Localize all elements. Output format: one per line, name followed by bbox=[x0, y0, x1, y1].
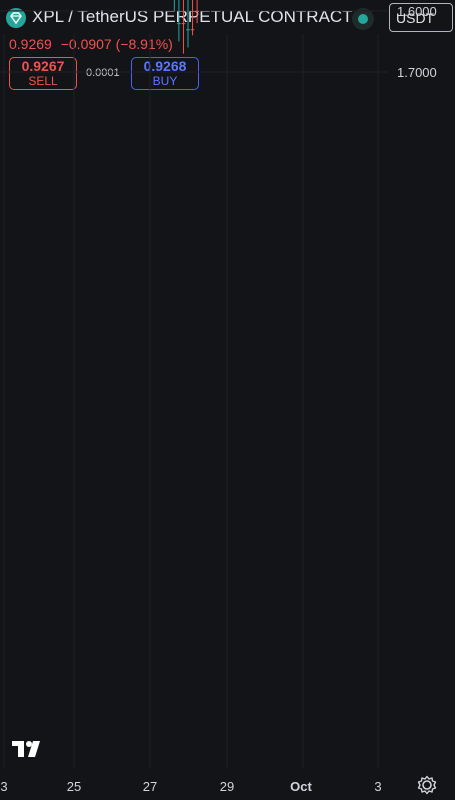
time-tick-label: 3 bbox=[374, 779, 381, 794]
price-change-line: 0.9269 −0.0907 (−8.91%) bbox=[9, 36, 173, 52]
candle-body bbox=[186, 29, 190, 31]
time-tick-label: 25 bbox=[67, 779, 81, 794]
sell-label: SELL bbox=[28, 74, 58, 88]
buy-price: 0.9268 bbox=[143, 58, 187, 74]
price-tick-label: 1.6000 bbox=[397, 4, 437, 19]
buy-label: BUY bbox=[152, 74, 178, 88]
sell-price: 0.9267 bbox=[21, 58, 65, 74]
time-tick-label: 27 bbox=[143, 779, 157, 794]
last-price: 0.9269 bbox=[9, 36, 52, 52]
grid bbox=[0, 10, 388, 768]
time-tick-label: 3 bbox=[0, 779, 7, 794]
price-change: −0.0907 (−8.91%) bbox=[60, 36, 173, 52]
candle-body bbox=[190, 29, 195, 31]
sell-button[interactable]: 0.9267 SELL bbox=[9, 57, 77, 90]
candle-body bbox=[181, 23, 186, 25]
currency-select[interactable]: USDT bbox=[389, 3, 453, 32]
buy-button[interactable]: 0.9268 BUY bbox=[131, 57, 199, 90]
time-tick-label: Oct bbox=[290, 779, 312, 794]
candles bbox=[173, 0, 199, 54]
market-status-icon[interactable] bbox=[352, 8, 374, 30]
tradingview-logo-icon bbox=[12, 741, 40, 757]
candle-body bbox=[177, 23, 181, 25]
gear-icon[interactable] bbox=[417, 775, 437, 795]
spread-value: 0.0001 bbox=[86, 67, 120, 79]
diamond-icon bbox=[6, 8, 26, 28]
time-tick-label: 29 bbox=[220, 779, 234, 794]
candle-body bbox=[195, 10, 199, 12]
price-tick-label: 1.7000 bbox=[397, 65, 437, 80]
